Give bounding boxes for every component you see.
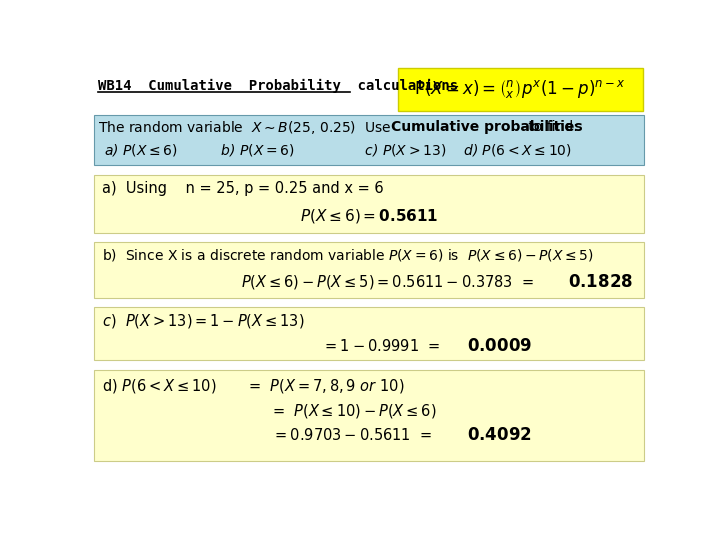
Text: a) $P(X \leq 6)$          b) $P(X = 6)$                c) $P(X > 13)$    d) $P(6: a) $P(X \leq 6)$ b) $P(X = 6)$ c) $P(X >… bbox=[104, 142, 572, 158]
FancyBboxPatch shape bbox=[94, 115, 644, 165]
Text: to find:: to find: bbox=[524, 120, 578, 134]
Text: $P(X \leq 6) - P(X \leq 5) = 0.5611 - 0.3783$  =: $P(X \leq 6) - P(X \leq 5) = 0.5611 - 0.… bbox=[241, 273, 536, 291]
Text: a)  Using    n = 25, p = 0.25 and x = 6: a) Using n = 25, p = 0.25 and x = 6 bbox=[102, 181, 383, 196]
FancyBboxPatch shape bbox=[94, 175, 644, 233]
FancyBboxPatch shape bbox=[94, 307, 644, 360]
FancyBboxPatch shape bbox=[398, 68, 642, 111]
Text: WB14  Cumulative  Probability  calculations: WB14 Cumulative Probability calculations bbox=[98, 79, 458, 93]
Text: $= 1 - 0.9991$  =: $= 1 - 0.9991$ = bbox=[323, 338, 442, 354]
Text: $c)$  $P(X > 13) = 1 - P(X \leq 13)$: $c)$ $P(X > 13) = 1 - P(X \leq 13)$ bbox=[102, 312, 304, 330]
Text: The random variable  $X \sim B(25,\,0.25)$  Use: The random variable $X \sim B(25,\,0.25)… bbox=[98, 119, 392, 136]
Text: $\mathrm{P}(X=x) = \binom{n}{x}p^x(1-p)^{n-x}$: $\mathrm{P}(X=x) = \binom{n}{x}p^x(1-p)^… bbox=[415, 78, 626, 101]
Text: $= 0.9703 - 0.5611$  =: $= 0.9703 - 0.5611$ = bbox=[272, 427, 434, 443]
FancyBboxPatch shape bbox=[94, 242, 644, 298]
Text: =  $P(X \leq 10) - P(X \leq 6)$: = $P(X \leq 10) - P(X \leq 6)$ bbox=[272, 402, 436, 420]
FancyBboxPatch shape bbox=[94, 370, 644, 461]
Text: $\mathbf{0.1828}$: $\mathbf{0.1828}$ bbox=[568, 273, 634, 291]
Text: $P(X \leq 6) = \mathbf{0.5611}$: $P(X \leq 6) = \mathbf{0.5611}$ bbox=[300, 207, 438, 226]
Text: Cumulative probabilities: Cumulative probabilities bbox=[391, 120, 582, 134]
Text: b)  Since X is a discrete random variable $P(X = 6)$ is  $P(X \leq 6) - P(X \leq: b) Since X is a discrete random variable… bbox=[102, 247, 593, 263]
Text: d) $P(6 < X \leq 10)$       =  $P(X = 7, 8, 9\ \mathit{or}\ 10)$: d) $P(6 < X \leq 10)$ = $P(X = 7, 8, 9\ … bbox=[102, 377, 405, 395]
Text: $\mathbf{0.0009}$: $\mathbf{0.0009}$ bbox=[467, 337, 532, 355]
Text: $\mathbf{0.4092}$: $\mathbf{0.4092}$ bbox=[467, 426, 532, 444]
